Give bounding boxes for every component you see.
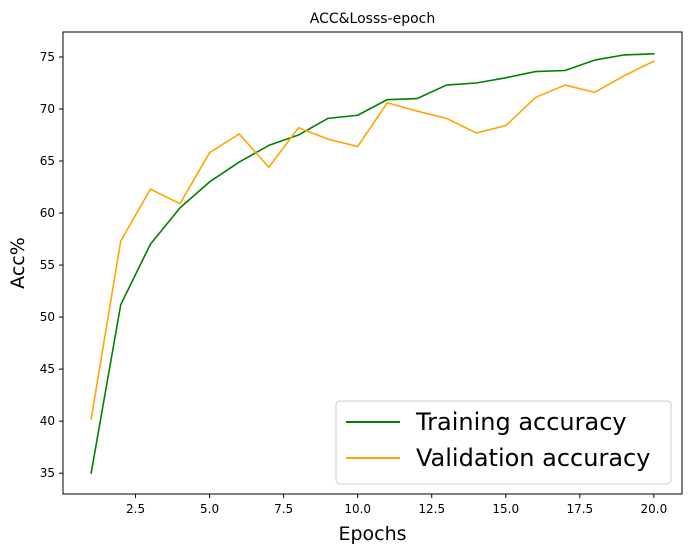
- x-tick-label: 2.5: [126, 502, 145, 516]
- y-tick-label: 45: [40, 362, 55, 376]
- series-line-validation: [90, 60, 655, 420]
- y-tick-label: 40: [40, 414, 55, 428]
- y-tick-label: 35: [40, 466, 55, 480]
- plot-frame: [62, 31, 683, 495]
- series-layer: [90, 53, 655, 474]
- legend-box: [335, 400, 672, 485]
- y-tick-label: 55: [40, 258, 55, 272]
- x-tick-label: 5.0: [200, 502, 219, 516]
- x-tick-label: 20.0: [641, 502, 668, 516]
- legend-label-training: Training accuracy: [415, 408, 627, 436]
- x-tick-label: 15.0: [492, 502, 519, 516]
- y-axis-label: Acc%: [7, 237, 29, 289]
- series-line-training: [90, 53, 655, 474]
- y-tick-label: 50: [40, 310, 55, 324]
- y-tick-label: 65: [40, 154, 55, 168]
- y-tick-label: 75: [40, 50, 55, 64]
- y-axis: 35 40 45 50 55 60 65 70 75: [40, 50, 63, 480]
- y-tick-label: 60: [40, 206, 55, 220]
- x-tick-label: 12.5: [418, 502, 445, 516]
- x-axis: 2.5 5.0 7.5 10.0 12.5 15.0 17.5 20.0: [126, 494, 667, 516]
- x-tick-label: 7.5: [274, 502, 293, 516]
- x-tick-label: 10.0: [344, 502, 371, 516]
- x-axis-label: Epochs: [338, 523, 406, 545]
- legend-label-validation: Validation accuracy: [416, 444, 650, 472]
- legend: Training accuracy Validation accuracy: [335, 400, 672, 485]
- chart-title: ACC&Losss-epoch: [310, 11, 436, 27]
- y-tick-label: 70: [40, 102, 55, 116]
- x-tick-label: 17.5: [566, 502, 593, 516]
